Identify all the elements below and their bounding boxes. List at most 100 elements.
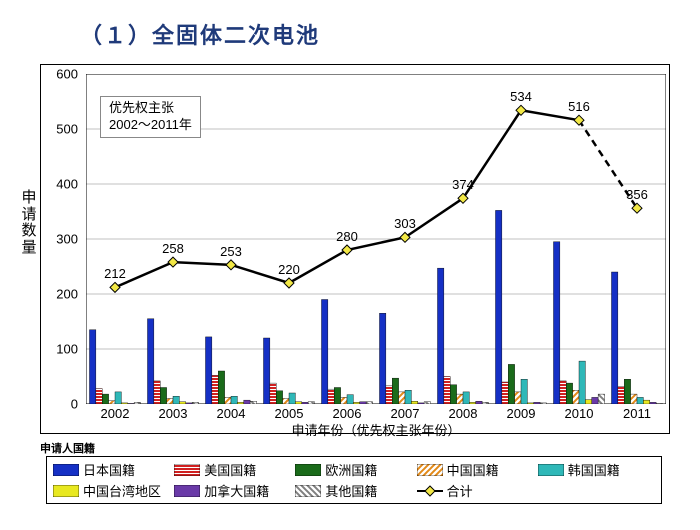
legend-swatch xyxy=(174,464,200,476)
bar-usa xyxy=(502,382,508,404)
y-axis-label: 申请数量 xyxy=(20,190,38,256)
bar-japan xyxy=(321,300,327,405)
legend-item-total: 合计 xyxy=(417,481,534,500)
bar-taiwan xyxy=(237,402,243,404)
bar-japan xyxy=(437,268,443,404)
bar-korea xyxy=(231,396,237,404)
bar-korea xyxy=(173,396,179,404)
x-tick: 2006 xyxy=(333,406,362,421)
x-axis-label: 申请年份（优先权主张年份） xyxy=(86,420,666,439)
x-tick: 2002 xyxy=(101,406,130,421)
legend-item-japan: 日本国籍 xyxy=(53,460,170,479)
total-marker xyxy=(342,245,352,255)
bar-china xyxy=(341,397,347,404)
bar-usa xyxy=(444,377,450,405)
total-marker xyxy=(226,260,236,270)
bar-europe xyxy=(160,388,166,405)
legend-swatch xyxy=(417,485,443,497)
legend-swatch xyxy=(174,485,200,497)
bar-other xyxy=(598,394,604,404)
x-tick: 2007 xyxy=(391,406,420,421)
bar-other xyxy=(308,402,314,404)
bar-korea xyxy=(405,390,411,404)
bar-taiwan xyxy=(121,403,127,404)
bar-other xyxy=(424,402,430,404)
x-tick: 2004 xyxy=(217,406,246,421)
legend-item-china: 中国国籍 xyxy=(417,460,534,479)
legend-swatch xyxy=(295,464,321,476)
bar-usa xyxy=(618,386,624,404)
bar-japan xyxy=(205,337,211,404)
y-tick: 500 xyxy=(38,122,78,137)
x-tick: 2005 xyxy=(275,406,304,421)
bar-europe xyxy=(392,378,398,404)
legend-item-korea: 韩国国籍 xyxy=(538,460,655,479)
legend-swatch xyxy=(53,464,79,476)
bar-europe xyxy=(508,364,514,404)
bar-usa xyxy=(560,381,566,404)
bar-korea xyxy=(347,395,353,404)
bar-japan xyxy=(611,272,617,404)
bar-canada xyxy=(534,402,540,404)
bar-canada xyxy=(128,403,134,404)
bar-other xyxy=(250,401,256,404)
priority-claim-note: 优先权主张2002～2011年 xyxy=(100,96,201,138)
bar-taiwan xyxy=(585,400,591,404)
x-tick: 2008 xyxy=(449,406,478,421)
bar-korea xyxy=(579,361,585,404)
bar-japan xyxy=(553,242,559,404)
bar-canada xyxy=(186,403,192,404)
bar-china xyxy=(573,390,579,404)
bar-taiwan xyxy=(179,402,185,404)
legend-label: 美国国籍 xyxy=(204,460,256,479)
bar-japan xyxy=(495,210,501,404)
bar-other xyxy=(482,402,488,404)
bar-japan xyxy=(263,338,269,404)
legend-label: 欧洲国籍 xyxy=(325,460,377,479)
legend-label: 中国国籍 xyxy=(447,460,499,479)
legend-item-other: 其他国籍 xyxy=(295,481,412,500)
bar-taiwan xyxy=(469,402,475,404)
bar-usa xyxy=(386,386,392,404)
bar-canada xyxy=(418,403,424,404)
bar-usa xyxy=(270,383,276,404)
bar-taiwan xyxy=(643,400,649,404)
bar-taiwan xyxy=(411,401,417,404)
legend-label: 合计 xyxy=(447,481,473,500)
bar-usa xyxy=(328,389,334,404)
total-marker xyxy=(284,278,294,288)
legend-swatch xyxy=(53,485,79,497)
legend-item-taiwan: 中国台湾地区 xyxy=(53,481,170,500)
bar-china xyxy=(457,394,463,404)
bar-taiwan xyxy=(527,403,533,404)
y-tick: 0 xyxy=(38,397,78,412)
y-tick: 100 xyxy=(38,342,78,357)
x-tick: 2009 xyxy=(507,406,536,421)
bar-korea xyxy=(637,397,643,404)
bar-korea xyxy=(289,393,295,404)
legend-swatch xyxy=(417,464,443,476)
bar-china xyxy=(515,392,521,404)
bar-china xyxy=(399,392,405,404)
bar-other xyxy=(134,402,140,404)
legend-label: 中国台湾地区 xyxy=(83,481,161,500)
bar-usa xyxy=(96,389,102,404)
legend: 日本国籍美国国籍欧洲国籍中国国籍韩国国籍中国台湾地区加拿大国籍其他国籍合计 xyxy=(46,456,662,504)
bar-canada xyxy=(476,401,482,404)
legend-label: 日本国籍 xyxy=(83,460,135,479)
bar-europe xyxy=(566,383,572,404)
y-tick: 600 xyxy=(38,67,78,82)
bar-europe xyxy=(218,371,224,404)
bar-europe xyxy=(276,391,282,404)
x-tick: 2010 xyxy=(565,406,594,421)
legend-label: 其他国籍 xyxy=(325,481,377,500)
bar-canada xyxy=(650,402,656,404)
bar-china xyxy=(167,399,173,405)
bar-canada xyxy=(592,397,598,404)
bar-canada xyxy=(302,402,308,404)
legend-swatch xyxy=(295,485,321,497)
bar-korea xyxy=(115,392,121,404)
bar-other xyxy=(656,403,662,404)
total-marker xyxy=(168,257,178,267)
bar-canada xyxy=(244,400,250,404)
